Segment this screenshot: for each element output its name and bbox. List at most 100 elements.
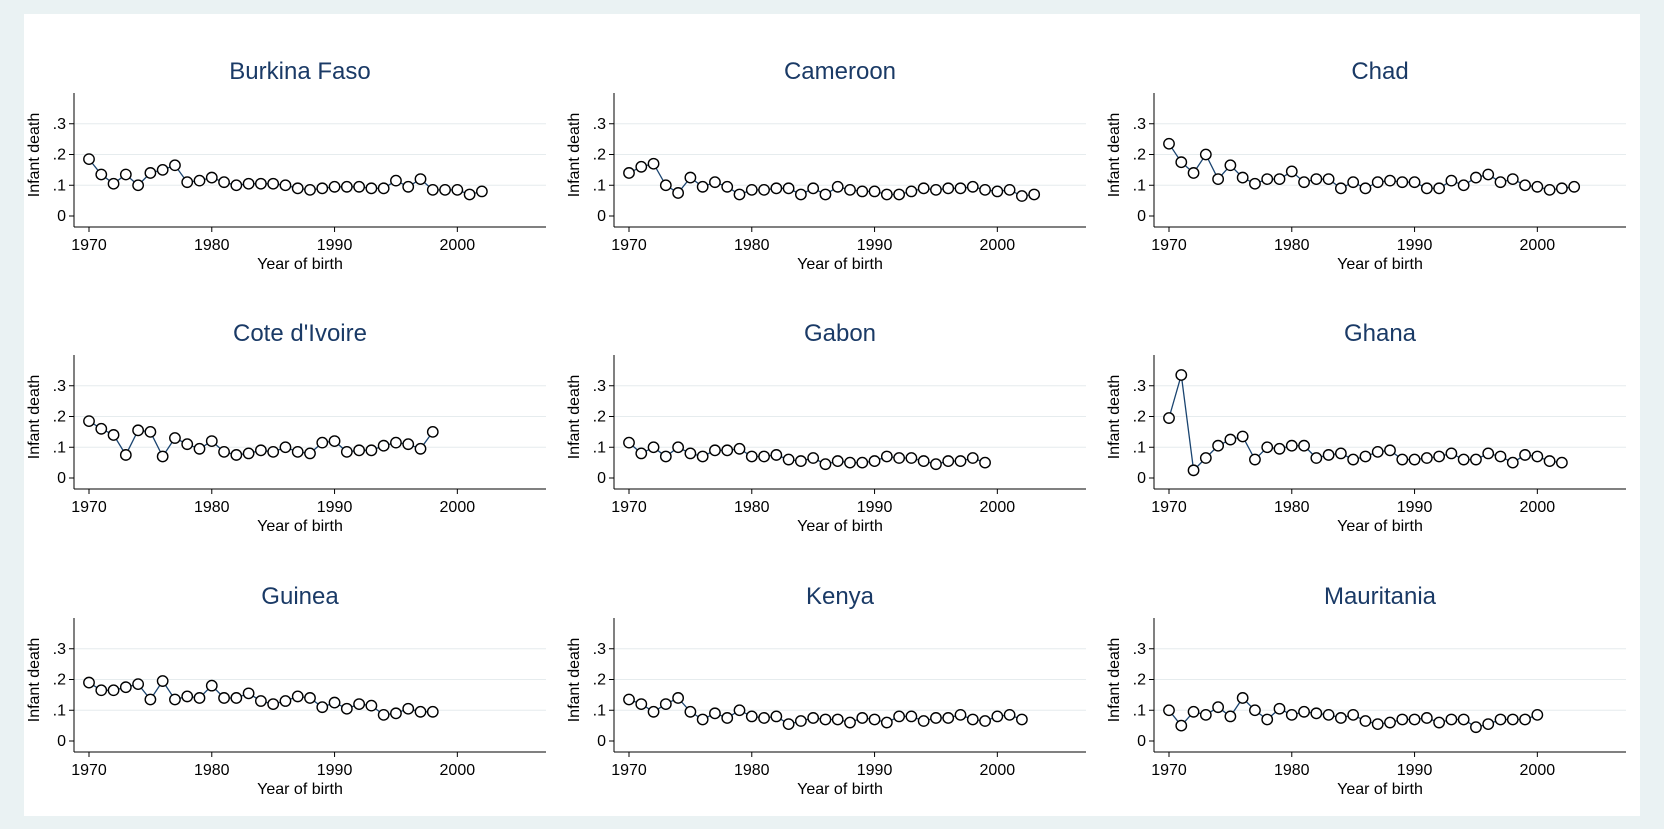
x-tick-label: 1980 [194, 237, 230, 254]
data-point [880, 450, 893, 463]
data-point [1531, 180, 1544, 193]
data-point [1519, 713, 1531, 726]
data-point [1433, 716, 1446, 729]
data-point [242, 687, 255, 700]
x-tick-label: 1980 [734, 762, 770, 779]
data-point [1187, 464, 1200, 477]
data-point [1457, 453, 1470, 466]
data-point [1543, 455, 1556, 467]
data-point [1285, 708, 1298, 721]
data-point [1555, 182, 1568, 195]
panel-kenya: Kenya 0 .1 .2 .3 1970 1980 1990 2000 Year of birt… [566, 583, 1086, 798]
x-tick-label: 1970 [71, 237, 107, 254]
data-point [684, 705, 697, 718]
data-point [1236, 171, 1249, 184]
data-point [1555, 456, 1568, 469]
panel-guinea: Guinea 0 .1 .2 .3 1970 1980 1990 2000 Year of bir… [26, 583, 546, 798]
data-point [1028, 188, 1041, 201]
data-point [770, 182, 783, 195]
data-point [917, 455, 930, 467]
panel-title: Guinea [261, 583, 339, 610]
data-point [1494, 176, 1507, 189]
data-point [365, 444, 378, 457]
data-point [696, 180, 709, 193]
panel-chad: Chad 0 .1 .2 .3 1970 1980 1990 2000 Year of birth… [1106, 58, 1626, 273]
x-tick-label: 1990 [1397, 762, 1433, 779]
data-point [390, 436, 402, 449]
data-point [659, 698, 672, 710]
data-point [954, 455, 967, 467]
x-axis-label: Year of birth [1337, 518, 1423, 535]
panel-title: Ghana [1344, 320, 1417, 347]
x-axis-label: Year of birth [257, 256, 343, 273]
data-point [844, 716, 856, 729]
data-point [647, 705, 660, 718]
data-point [733, 188, 746, 201]
data-point [709, 444, 721, 457]
data-point [733, 442, 746, 455]
data-point [868, 713, 881, 726]
data-point [205, 171, 218, 184]
data-point [426, 183, 439, 196]
data-point [95, 684, 108, 697]
data-point [782, 453, 795, 466]
data-point [721, 712, 734, 724]
data-point [144, 693, 157, 706]
panel-title: Kenya [806, 583, 875, 610]
x-tick-label: 1980 [734, 237, 770, 254]
data-point [1334, 182, 1347, 195]
y-tick-label: 0 [597, 470, 606, 487]
y-tick-label: .3 [53, 378, 66, 395]
data-point [1224, 433, 1237, 446]
x-axis-label: Year of birth [257, 518, 343, 535]
y-tick-label: .2 [1133, 147, 1146, 164]
data-point [402, 702, 415, 715]
x-tick-label: 2000 [440, 237, 476, 254]
data-point [1457, 713, 1470, 726]
data-point [1298, 176, 1310, 189]
panel-cote-d-ivoire: Cote d'Ivoire 0 .1 .2 .3 1970 1980 1990 2000 Year… [26, 320, 546, 535]
data-point [1212, 439, 1225, 452]
data-point [696, 713, 709, 726]
data-point [230, 692, 243, 704]
data-point [205, 435, 218, 447]
data-point [991, 710, 1004, 723]
data-point [794, 455, 807, 467]
data-point [1015, 190, 1028, 202]
data-point [181, 690, 194, 703]
data-point [254, 444, 267, 457]
data-point [893, 710, 906, 723]
data-point [1420, 182, 1433, 195]
data-point [1347, 453, 1360, 466]
panel-burkina-faso: Burkina Faso 0 .1 .2 .3 1970 1980 1990 2000 Year … [26, 58, 546, 273]
data-point [181, 438, 194, 451]
x-tick-label: 1970 [71, 762, 107, 779]
x-tick-label: 2000 [1520, 499, 1556, 516]
data-point [1212, 701, 1225, 714]
panel-title: Cote d'Ivoire [233, 320, 367, 347]
x-tick-label: 1990 [317, 499, 353, 516]
y-tick-label: 0 [597, 733, 606, 750]
data-point [991, 185, 1004, 198]
data-point [218, 692, 230, 704]
data-point [218, 445, 230, 458]
data-point [365, 182, 378, 195]
data-point [291, 445, 304, 458]
x-tick-label: 1980 [1274, 237, 1310, 254]
data-point [390, 707, 402, 720]
data-point [193, 442, 206, 455]
data-point [856, 456, 869, 469]
data-point [414, 705, 427, 718]
y-tick-label: .2 [1133, 672, 1146, 689]
y-axis-label: Infant death [26, 638, 43, 723]
data-point [267, 698, 280, 710]
panel-gabon: Gabon 0 .1 .2 .3 1970 1980 1990 2000 Year of birt… [566, 320, 1086, 535]
data-point [1261, 173, 1274, 186]
y-tick-label: .2 [593, 409, 606, 426]
x-tick-label: 1970 [611, 237, 647, 254]
x-tick-label: 1980 [1274, 762, 1310, 779]
y-tick-label: .1 [593, 702, 606, 719]
data-point [856, 712, 869, 724]
data-point [807, 182, 820, 195]
data-point [193, 692, 206, 704]
